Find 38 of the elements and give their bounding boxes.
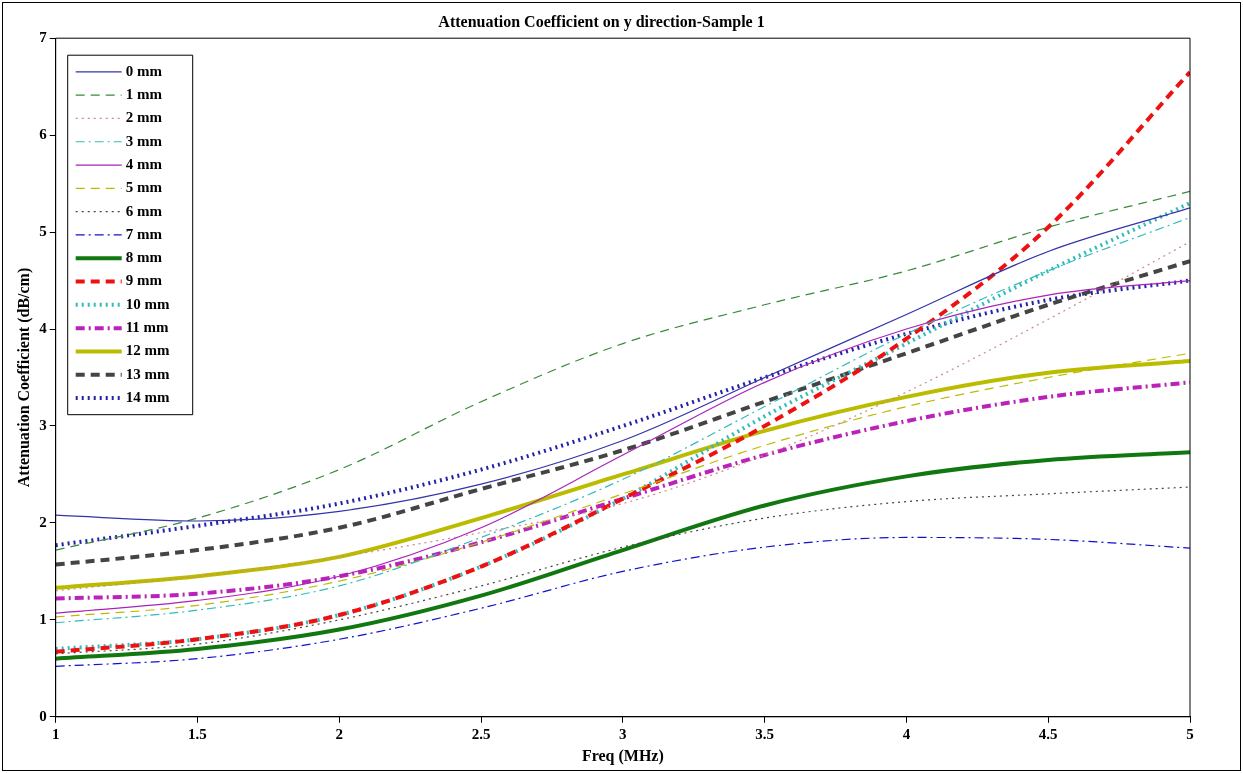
x-tick-label: 3.5 xyxy=(755,725,775,742)
x-tick-label: 1.5 xyxy=(188,725,207,742)
line-series xyxy=(55,450,1190,661)
legend-label: 0 mm xyxy=(125,62,163,79)
x-tick-label: 2.5 xyxy=(471,725,491,742)
line-series xyxy=(55,486,1190,655)
legend-label: 11 mm xyxy=(125,319,170,336)
legend-label: 4 mm xyxy=(125,155,163,172)
legend-label: 8 mm xyxy=(125,249,163,266)
y-tick-label: 2 xyxy=(39,513,47,530)
x-tick-label: 1 xyxy=(51,725,60,742)
legend-label: 9 mm xyxy=(125,272,163,289)
legend-label: 2 mm xyxy=(125,109,163,126)
legend-label: 1 mm xyxy=(125,86,163,103)
x-tick-label: 4 xyxy=(902,725,911,742)
legend-label: 7 mm xyxy=(125,225,163,242)
y-tick-label: 7 xyxy=(39,29,48,46)
y-axis-title: Attenuation Coefficient (dB/cm) xyxy=(14,267,33,488)
legend-label: 6 mm xyxy=(125,202,163,219)
y-tick-label: 3 xyxy=(39,416,47,433)
x-tick-label: 3 xyxy=(619,725,627,742)
x-axis-title: Freq (MHz) xyxy=(581,746,664,765)
y-tick-label: 6 xyxy=(39,126,48,143)
x-tick-label: 2 xyxy=(335,725,344,742)
x-tick-label: 4.5 xyxy=(1038,725,1058,742)
y-tick-label: 5 xyxy=(39,222,47,239)
y-tick-label: 1 xyxy=(39,610,47,627)
x-tick-label: 5 xyxy=(1186,725,1194,742)
legend-label: 12 mm xyxy=(125,342,170,359)
legend-label: 14 mm xyxy=(125,388,170,405)
y-tick-label: 0 xyxy=(39,707,47,724)
legend-label: 5 mm xyxy=(125,179,163,196)
line-series xyxy=(55,536,1190,667)
y-tick-label: 4 xyxy=(39,319,48,336)
chart-title: Attenuation Coefficient on y direction-Sample 1 xyxy=(438,12,765,31)
legend-label: 13 mm xyxy=(125,365,170,382)
legend-label: 3 mm xyxy=(125,132,163,149)
legend-label: 10 mm xyxy=(125,295,170,312)
